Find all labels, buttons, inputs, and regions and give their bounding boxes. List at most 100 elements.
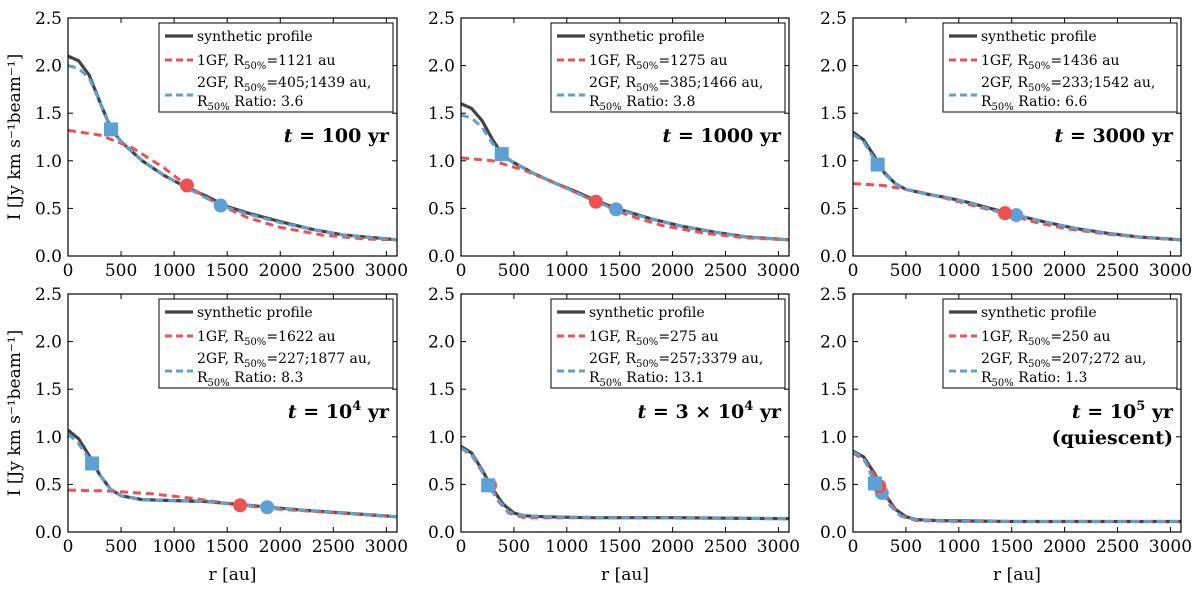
twogf-r50-outer-marker — [609, 202, 624, 217]
time-symbol: t — [638, 401, 647, 423]
panel-4: 0 500 1000 1500 2000 2500 3000 0.0 0.5 1.0 1.5 2.0 2… — [5, 285, 408, 585]
time-annotation: t = 1000 yr — [663, 125, 782, 147]
x-tick-label: 1000 — [937, 537, 980, 557]
x-tick-label: 500 — [105, 537, 137, 557]
x-tick-label: 3000 — [365, 537, 408, 557]
time-annotation: t = 104 yr — [288, 399, 390, 423]
y-tick-label: 1.0 — [35, 152, 62, 172]
legend-onegf-label: 1GF, R50%=1622 au — [197, 329, 336, 348]
y-tick-label: 2.5 — [35, 9, 62, 29]
y-tick-label: 1.5 — [820, 380, 847, 400]
legend-ratio-value: Ratio: 13.1 — [622, 370, 705, 386]
legend-onegf-value: =1622 au — [266, 329, 335, 345]
time-unit: yr — [1145, 401, 1174, 423]
x-tick-label: 500 — [890, 537, 922, 557]
twogf-r50-inner-marker — [481, 478, 496, 493]
legend-twogf-label: 2GF, R50%=207;272 au, — [981, 351, 1146, 370]
twogf-r50-outer-marker — [260, 500, 275, 515]
x-tick-label: 2500 — [1096, 261, 1139, 281]
y-tick-label: 2.5 — [428, 285, 455, 305]
legend-twogf-value: =385;1466 au, — [658, 75, 763, 91]
y-axis-label: I [Jy km s⁻¹beam⁻¹] — [5, 54, 25, 221]
legend-onegf-sub: 50% — [1028, 61, 1050, 72]
time-value: = 3 × 10 — [646, 401, 744, 423]
legend-onegf-sub: 50% — [636, 61, 658, 72]
time-value: = 100 yr — [293, 125, 390, 147]
x-tick-label: 3000 — [757, 537, 800, 557]
legend-twogf-prefix: 2GF, R — [197, 351, 245, 367]
y-tick-label: 1.5 — [820, 104, 847, 124]
time-annotation: t = 3 × 104 yr — [638, 399, 782, 423]
x-tick-label: 2000 — [651, 537, 694, 557]
x-tick-label: 3000 — [1149, 537, 1192, 557]
twogf-fit-line — [461, 446, 789, 521]
legend-onegf-prefix: 1GF, R — [981, 329, 1029, 345]
legend-onegf-value: =1121 au — [266, 53, 335, 69]
legend-ratio-prefix: R — [589, 94, 600, 110]
legend-ratio-prefix: R — [981, 370, 992, 386]
legend-onegf-value: =250 au — [1050, 329, 1110, 345]
x-tick-label: 1000 — [152, 261, 195, 281]
twogf-r50-outer-marker — [1009, 208, 1024, 223]
time-exponent: 5 — [1136, 399, 1145, 414]
legend-box — [942, 22, 1178, 113]
legend-onegf-prefix: 1GF, R — [197, 53, 245, 69]
x-tick-label: 1500 — [206, 537, 249, 557]
x-axis-label: r [au] — [993, 565, 1041, 585]
twogf-fit-line — [461, 113, 789, 242]
panel-frame — [67, 293, 398, 533]
legend-twogf-label: 2GF, R50%=227;1877 au, — [197, 351, 371, 370]
legend-box — [942, 298, 1178, 389]
legend-onegf-label: 1GF, R50%=275 au — [589, 329, 719, 348]
y-tick-label: 2.5 — [820, 285, 847, 305]
legend-onegf-value: =1436 au — [1050, 53, 1119, 69]
legend-twogf-sub: 50% — [1028, 359, 1050, 370]
legend-box — [550, 298, 786, 389]
x-tick-label: 500 — [105, 261, 137, 281]
legend-ratio-sub: 50% — [600, 102, 622, 113]
legend-twogf-prefix: 2GF, R — [197, 75, 245, 91]
twogf-fit-line — [853, 450, 1181, 523]
legend-onegf-prefix: 1GF, R — [197, 329, 245, 345]
legend-synthetic-label: synthetic profile — [197, 305, 313, 321]
time-symbol: t — [1072, 401, 1081, 423]
x-tick-label: 2500 — [704, 537, 747, 557]
legend-onegf-value: =1275 au — [658, 53, 727, 69]
legend-onegf-label: 1GF, R50%=1121 au — [197, 53, 336, 72]
time-exponent: 4 — [352, 399, 361, 414]
legend-ratio-label: R50% Ratio: 13.1 — [589, 370, 704, 389]
legend-ratio-value: Ratio: 6.6 — [1014, 94, 1088, 110]
x-axis-label: r [au] — [209, 565, 257, 585]
onegf-fit-line — [461, 156, 789, 242]
legend-ratio-value: Ratio: 3.6 — [230, 94, 304, 110]
legend-twogf-label: 2GF, R50%=385;1466 au, — [589, 75, 763, 94]
x-tick-label: 2500 — [312, 261, 355, 281]
y-tick-label: 1.5 — [428, 104, 455, 124]
x-tick-label: 1500 — [598, 537, 641, 557]
legend-onegf-label: 1GF, R50%=1436 au — [981, 53, 1120, 72]
legend-twogf-sub: 50% — [636, 359, 658, 370]
legend-ratio-prefix: R — [197, 94, 208, 110]
y-tick-label: 1.5 — [35, 104, 62, 124]
x-axis-label: r [au] — [601, 565, 649, 585]
curves — [461, 444, 789, 521]
twogf-r50-inner-marker — [494, 147, 509, 162]
time-annotation: t = 105 yr — [1072, 399, 1174, 423]
time-annotation: t = 100 yr — [284, 125, 390, 147]
y-tick-label: 0.5 — [35, 475, 62, 495]
legend-twogf-sub: 50% — [244, 359, 266, 370]
x-tick-label: 3000 — [757, 261, 800, 281]
synthetic-profile-line — [853, 130, 1181, 242]
x-tick-label: 1500 — [990, 261, 1033, 281]
twogf-r50-inner-marker — [103, 122, 118, 137]
legend-twogf-label: 2GF, R50%=257;3379 au, — [589, 351, 763, 370]
legend-twogf-sub: 50% — [636, 83, 658, 94]
x-tick-label: 0 — [63, 261, 74, 281]
legend-ratio-sub: 50% — [600, 378, 622, 389]
x-tick-label: 500 — [890, 261, 922, 281]
